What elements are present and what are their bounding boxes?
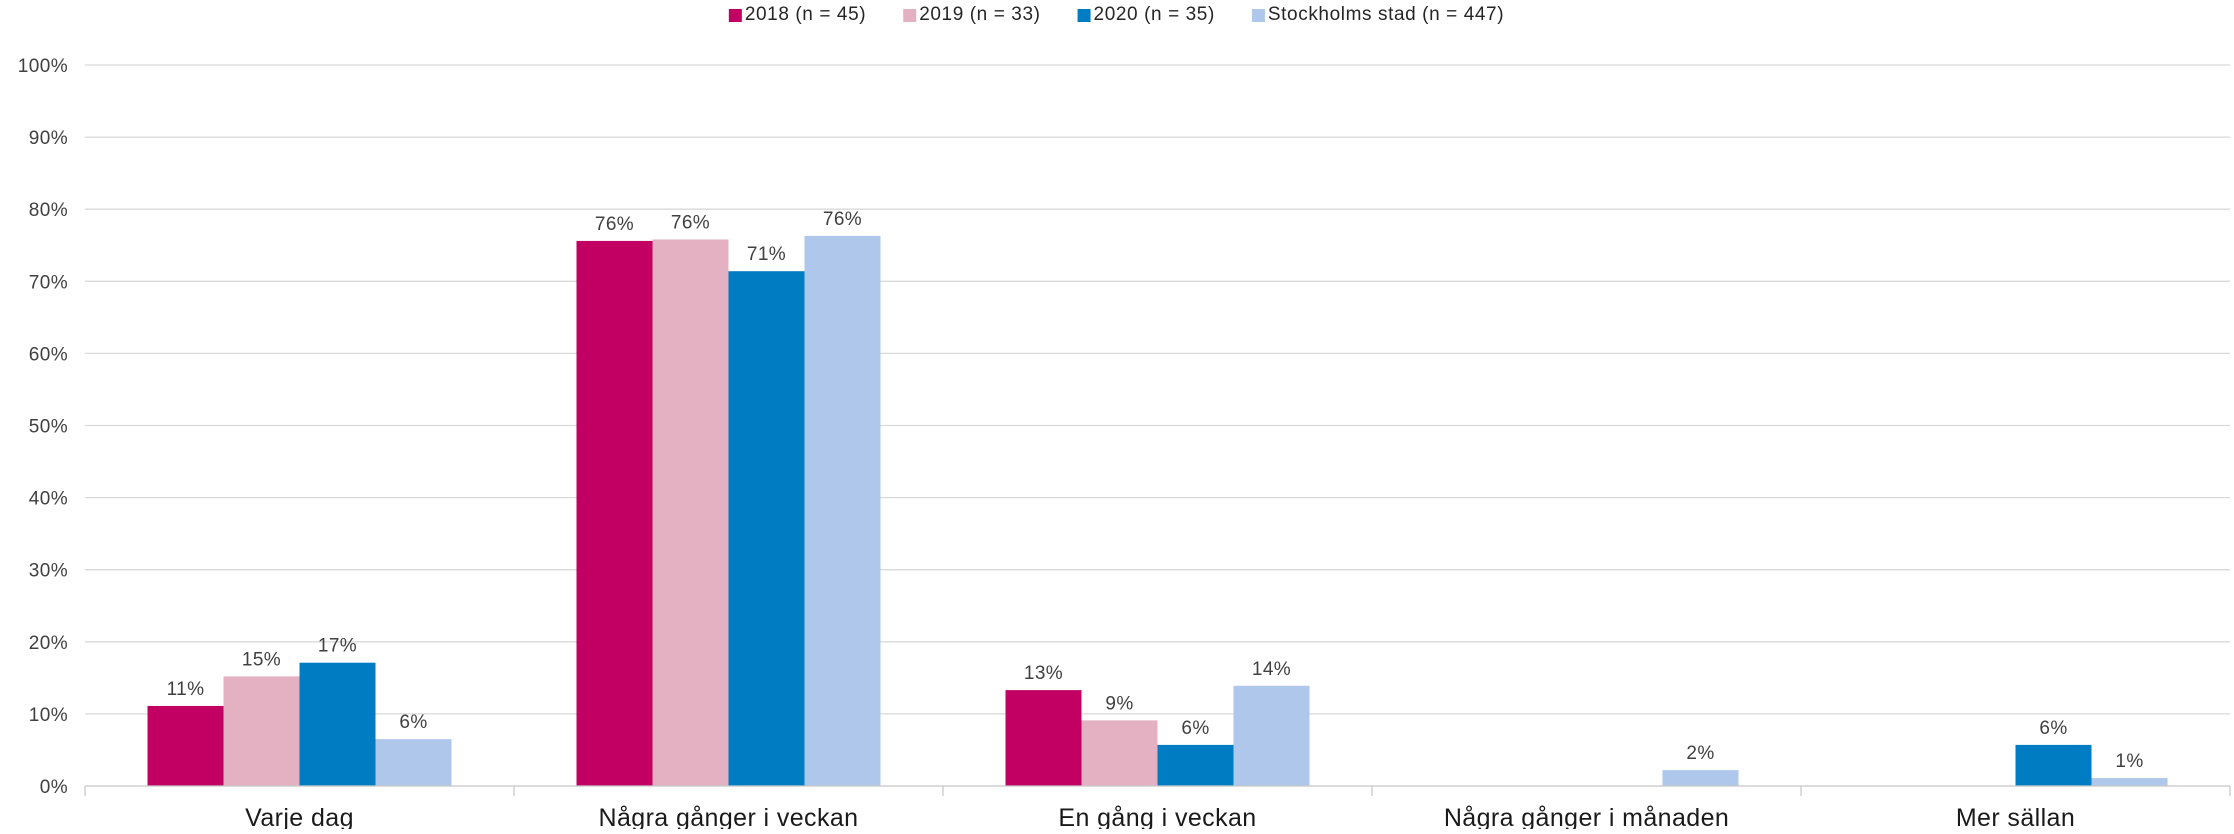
y-tick-label: 40% xyxy=(29,489,68,510)
data-label: 71% xyxy=(747,244,786,265)
data-label: 15% xyxy=(242,649,281,670)
data-label: 9% xyxy=(1105,693,1133,714)
legend-entry: 2018 (n = 45) xyxy=(745,4,866,25)
y-tick-label: 20% xyxy=(29,633,68,654)
x-category-label: Några gånger i veckan xyxy=(599,804,859,829)
y-tick-label: 60% xyxy=(29,344,68,365)
bar xyxy=(576,240,653,786)
y-tick-label: 10% xyxy=(29,705,68,726)
y-tick-label: 80% xyxy=(29,200,68,221)
bar xyxy=(728,271,805,786)
bar xyxy=(1662,770,1739,786)
bars xyxy=(147,235,2168,786)
y-tick-label: 50% xyxy=(29,417,68,438)
gridlines xyxy=(85,64,2230,715)
bar xyxy=(804,235,881,786)
data-label: 2% xyxy=(1686,743,1714,764)
legend-entry: 2019 (n = 33) xyxy=(919,4,1040,25)
legend-swatch xyxy=(1077,9,1091,22)
x-category-label: Mer sällan xyxy=(1956,804,2075,829)
x-category-label: En gång i veckan xyxy=(1058,804,1256,829)
bar xyxy=(1081,720,1158,786)
y-tick-label: 70% xyxy=(29,272,68,293)
data-label: 6% xyxy=(1181,718,1209,739)
bar xyxy=(375,739,452,786)
data-label: 6% xyxy=(2039,718,2067,739)
legend-swatch xyxy=(728,9,742,22)
data-label: 76% xyxy=(595,214,634,235)
bar xyxy=(1233,685,1310,786)
y-tick-label: 0% xyxy=(40,777,68,798)
y-tick-label: 100% xyxy=(18,56,68,77)
data-label: 11% xyxy=(167,679,205,700)
bar xyxy=(1157,744,1234,786)
bar xyxy=(652,239,729,786)
legend-entry: 2020 (n = 35) xyxy=(1094,4,1215,25)
data-label: 76% xyxy=(671,212,710,233)
y-axis-ticks: 0% 10% 20% 30% 40% 50% 60% 70% 80% 90% 100% xyxy=(18,56,68,798)
x-axis: Varje dag Några gånger i veckan En gång i … xyxy=(84,785,2231,832)
legend-swatch xyxy=(903,9,917,22)
bar xyxy=(299,662,376,786)
bar xyxy=(2091,778,2168,786)
bar xyxy=(147,705,224,786)
y-tick-label: 30% xyxy=(29,561,68,582)
data-label: 13% xyxy=(1024,663,1063,684)
data-label: 17% xyxy=(318,636,357,657)
data-label: 6% xyxy=(399,712,427,733)
legend: 2018 (n = 45) 2019 (n = 33) 2020 (n = 35) S… xyxy=(728,4,1504,25)
x-category-label: Varje dag xyxy=(245,804,354,829)
data-labels: 11% 76% 13% 15% 76% 9% 17% 71% 6% 6% 6% 76% 14% 2% 1% xyxy=(167,209,2144,772)
legend-entry: Stockholms stad (n = 447) xyxy=(1268,4,1504,25)
y-tick-label: 90% xyxy=(29,128,68,149)
legend-swatch xyxy=(1251,9,1265,22)
bar xyxy=(223,676,300,786)
bar xyxy=(1005,690,1082,786)
data-label: 14% xyxy=(1252,659,1291,680)
bar xyxy=(2015,744,2092,786)
data-label: 76% xyxy=(823,209,862,230)
x-category-label: Några gånger i månaden xyxy=(1444,804,1729,829)
data-label: 1% xyxy=(2115,751,2143,772)
